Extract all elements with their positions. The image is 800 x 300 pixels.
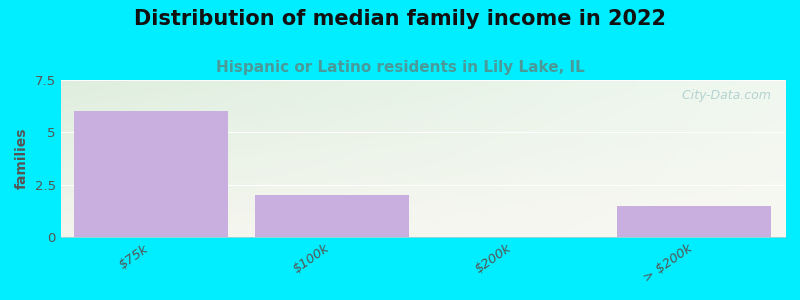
Text: Distribution of median family income in 2022: Distribution of median family income in … <box>134 9 666 29</box>
Bar <box>74 111 228 237</box>
Text: Hispanic or Latino residents in Lily Lake, IL: Hispanic or Latino residents in Lily Lak… <box>216 60 584 75</box>
Text: City-Data.com: City-Data.com <box>678 89 770 102</box>
Bar <box>255 195 409 237</box>
Y-axis label: families: families <box>15 128 29 189</box>
Bar <box>618 206 771 237</box>
